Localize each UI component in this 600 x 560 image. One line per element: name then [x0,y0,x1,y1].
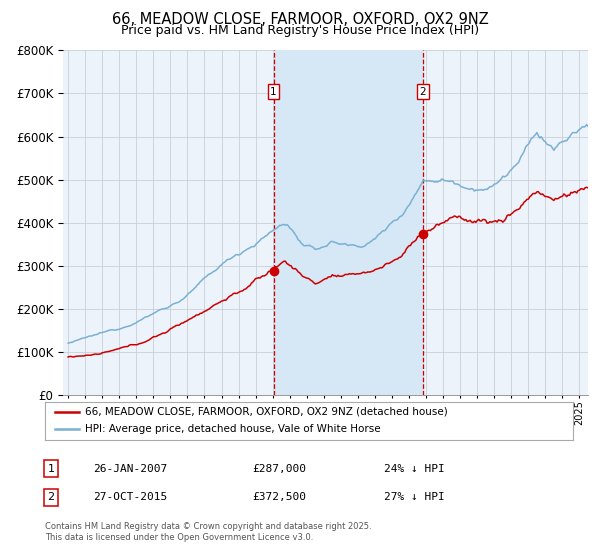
Bar [274,50,423,395]
Text: 66, MEADOW CLOSE, FARMOOR, OXFORD, OX2 9NZ (detached house): 66, MEADOW CLOSE, FARMOOR, OXFORD, OX2 9… [85,407,448,417]
Text: 1: 1 [270,87,277,97]
Text: Contains HM Land Registry data © Crown copyright and database right 2025.: Contains HM Land Registry data © Crown c… [45,522,371,531]
Text: 27% ↓ HPI: 27% ↓ HPI [384,492,445,502]
Text: 2: 2 [47,492,55,502]
Text: 66, MEADOW CLOSE, FARMOOR, OXFORD, OX2 9NZ: 66, MEADOW CLOSE, FARMOOR, OXFORD, OX2 9… [112,12,488,27]
Text: Price paid vs. HM Land Registry's House Price Index (HPI): Price paid vs. HM Land Registry's House … [121,24,479,36]
Text: 2: 2 [419,87,427,97]
Text: 27-OCT-2015: 27-OCT-2015 [93,492,167,502]
Text: 1: 1 [47,464,55,474]
Text: 26-JAN-2007: 26-JAN-2007 [93,464,167,474]
Text: £287,000: £287,000 [252,464,306,474]
Text: This data is licensed under the Open Government Licence v3.0.: This data is licensed under the Open Gov… [45,533,313,542]
Text: £372,500: £372,500 [252,492,306,502]
Text: 24% ↓ HPI: 24% ↓ HPI [384,464,445,474]
Text: HPI: Average price, detached house, Vale of White Horse: HPI: Average price, detached house, Vale… [85,424,380,435]
